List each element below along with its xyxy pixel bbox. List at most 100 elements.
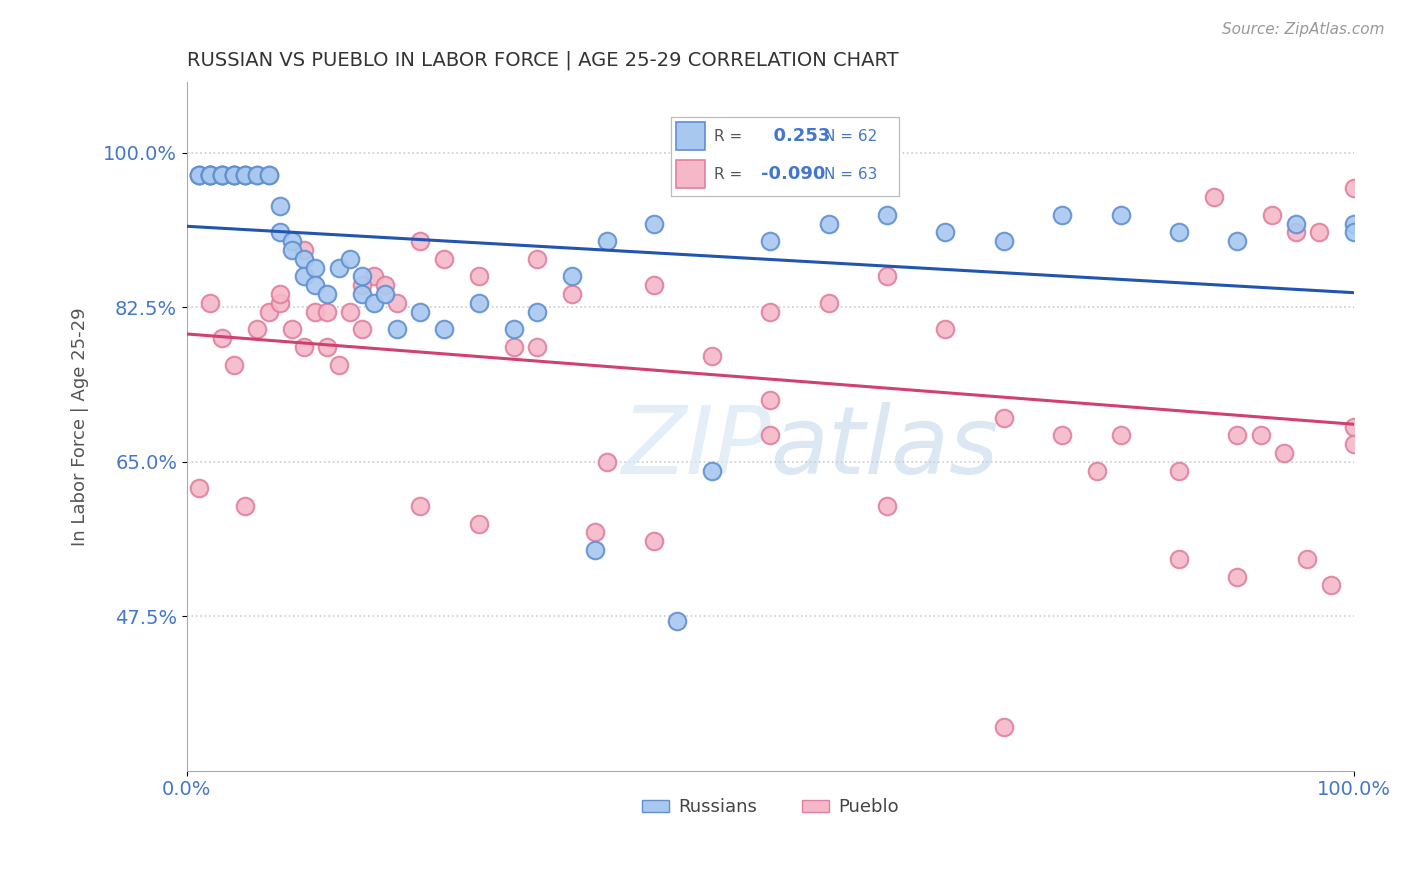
Point — [292, 243, 315, 257]
Point — [211, 168, 233, 182]
Point — [211, 168, 233, 182]
Point — [187, 168, 209, 182]
Point — [526, 305, 548, 319]
Point — [198, 168, 221, 182]
Point — [269, 296, 291, 310]
Point — [467, 269, 489, 284]
Point — [198, 168, 221, 182]
Point — [993, 234, 1015, 248]
Point — [211, 331, 233, 345]
Point — [374, 287, 396, 301]
Point — [934, 226, 956, 240]
Point — [222, 168, 245, 182]
Point — [759, 428, 782, 442]
Point — [1285, 217, 1308, 231]
Text: RUSSIAN VS PUEBLO IN LABOR FORCE | AGE 25-29 CORRELATION CHART: RUSSIAN VS PUEBLO IN LABOR FORCE | AGE 2… — [187, 51, 898, 70]
Point — [1296, 552, 1319, 566]
Point — [409, 305, 432, 319]
Point — [876, 269, 898, 284]
Point — [1272, 446, 1295, 460]
Point — [643, 278, 665, 293]
Point — [304, 260, 326, 275]
Point — [1285, 226, 1308, 240]
Point — [1050, 428, 1073, 442]
Point — [467, 296, 489, 310]
Point — [700, 464, 723, 478]
Point — [233, 168, 256, 182]
Point — [817, 296, 839, 310]
Point — [1343, 181, 1365, 195]
Point — [187, 168, 209, 182]
Point — [233, 168, 256, 182]
Point — [316, 340, 339, 354]
Point — [993, 410, 1015, 425]
Point — [211, 168, 233, 182]
Point — [1319, 578, 1341, 592]
Point — [316, 305, 339, 319]
Point — [993, 720, 1015, 734]
Point — [1226, 234, 1249, 248]
Point — [350, 278, 373, 293]
Point — [198, 296, 221, 310]
Point — [643, 534, 665, 549]
Point — [269, 199, 291, 213]
Point — [198, 168, 221, 182]
Point — [281, 234, 304, 248]
Point — [1202, 190, 1225, 204]
Point — [1109, 428, 1132, 442]
Point — [222, 358, 245, 372]
Point — [700, 349, 723, 363]
Point — [374, 278, 396, 293]
Point — [222, 168, 245, 182]
Point — [385, 322, 408, 336]
Point — [666, 614, 689, 628]
Point — [233, 499, 256, 513]
Point — [257, 305, 280, 319]
Point — [1167, 552, 1189, 566]
Point — [1343, 437, 1365, 451]
Point — [1250, 428, 1272, 442]
Point — [1226, 428, 1249, 442]
Point — [817, 217, 839, 231]
Point — [561, 287, 583, 301]
Point — [292, 252, 315, 266]
Point — [433, 252, 456, 266]
Point — [467, 516, 489, 531]
Point — [643, 217, 665, 231]
Point — [350, 287, 373, 301]
Point — [292, 269, 315, 284]
Point — [257, 168, 280, 182]
Point — [596, 455, 619, 469]
Point — [281, 322, 304, 336]
Point — [198, 168, 221, 182]
Point — [583, 543, 606, 558]
Point — [876, 499, 898, 513]
Point — [246, 322, 269, 336]
Point — [304, 305, 326, 319]
Point — [561, 269, 583, 284]
Point — [363, 269, 385, 284]
Point — [339, 252, 361, 266]
Point — [328, 358, 350, 372]
Point — [1343, 226, 1365, 240]
Point — [222, 168, 245, 182]
Point — [409, 234, 432, 248]
Text: ZIP: ZIP — [621, 401, 770, 492]
Point — [583, 525, 606, 540]
Y-axis label: In Labor Force | Age 25-29: In Labor Force | Age 25-29 — [72, 307, 89, 546]
Point — [759, 392, 782, 407]
Point — [281, 243, 304, 257]
Point — [246, 168, 269, 182]
Point — [363, 296, 385, 310]
Point — [198, 168, 221, 182]
Point — [1167, 464, 1189, 478]
Point — [502, 322, 524, 336]
Point — [350, 269, 373, 284]
Point — [269, 226, 291, 240]
Text: Source: ZipAtlas.com: Source: ZipAtlas.com — [1222, 22, 1385, 37]
Point — [211, 168, 233, 182]
Point — [233, 168, 256, 182]
Point — [502, 340, 524, 354]
Point — [385, 296, 408, 310]
Point — [409, 499, 432, 513]
